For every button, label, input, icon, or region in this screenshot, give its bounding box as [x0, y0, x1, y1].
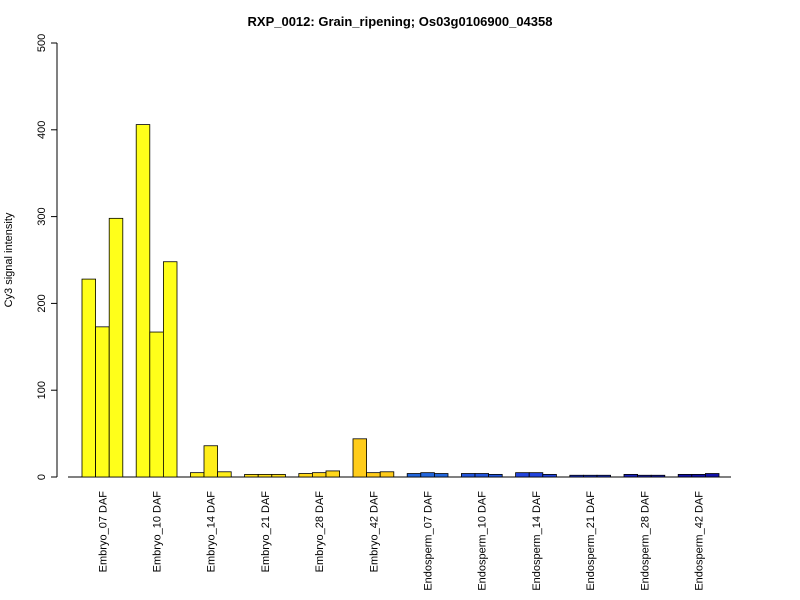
- bar: [488, 473, 503, 478]
- bar-group: [81, 217, 124, 478]
- y-tick-label: 100: [36, 381, 48, 399]
- x-tick-label: Embryo_28 DAF: [314, 491, 326, 573]
- bar-group: [623, 473, 666, 478]
- bar: [515, 472, 530, 478]
- y-axis-label: Cy3 signal intensity: [3, 212, 15, 307]
- bar-group: [298, 470, 341, 478]
- bar-group: [244, 473, 286, 478]
- bar: [379, 471, 395, 478]
- bar: [135, 124, 151, 478]
- bar: [311, 472, 327, 478]
- bar: [149, 331, 164, 478]
- bar: [81, 278, 97, 478]
- bar: [298, 473, 313, 478]
- bar: [650, 474, 666, 478]
- bar: [528, 472, 544, 478]
- x-tick-label: Endosperm_42 DAF: [693, 491, 705, 591]
- bar-group: [515, 472, 557, 478]
- bar-group: [569, 474, 612, 478]
- x-tick-label: Endosperm_21 DAF: [585, 491, 597, 591]
- bar: [677, 473, 693, 478]
- x-tick-label: Endosperm_28 DAF: [639, 491, 651, 591]
- bar: [569, 474, 584, 478]
- y-tick-label: 500: [36, 34, 48, 52]
- bar: [162, 261, 178, 478]
- bar: [244, 473, 259, 478]
- bar: [366, 472, 381, 478]
- x-tick-label: Embryo_10 DAF: [151, 491, 163, 573]
- bar: [325, 470, 341, 478]
- chart-title: RXP_0012: Grain_ripening; Os03g0106900_0…: [248, 14, 553, 29]
- bar: [189, 472, 205, 478]
- bar: [203, 445, 219, 478]
- bar: [257, 473, 273, 478]
- bar: [596, 474, 612, 478]
- bar-group: [460, 473, 503, 478]
- bar: [583, 474, 598, 478]
- y-axis: 0 100 200 300 400 500: [36, 34, 58, 480]
- bar: [217, 471, 232, 478]
- x-tick-label: Embryo_07 DAF: [97, 491, 109, 573]
- bar: [352, 438, 368, 478]
- category-labels: Embryo_07 DAF Embryo_10 DAF Embryo_14 DAF E…: [97, 491, 705, 591]
- y-tick-label: 300: [36, 207, 48, 225]
- bar-group: [189, 445, 232, 478]
- x-tick-label: Embryo_21 DAF: [260, 491, 272, 573]
- bar: [623, 473, 639, 478]
- bar: [271, 473, 286, 478]
- bar-group: [352, 438, 395, 478]
- bar: [406, 473, 422, 478]
- x-tick-label: Endosperm_10 DAF: [477, 491, 489, 591]
- bar: [95, 326, 110, 478]
- x-tick-label: Endosperm_07 DAF: [422, 491, 434, 591]
- bar: [108, 217, 124, 478]
- x-tick-label: Endosperm_14 DAF: [531, 491, 543, 591]
- y-tick-label: 0: [36, 474, 48, 480]
- bar-group: [677, 473, 720, 478]
- y-tick-label: 400: [36, 121, 48, 139]
- bar: [474, 473, 490, 478]
- bar: [542, 473, 557, 478]
- bar: [637, 474, 652, 478]
- bars: [81, 124, 720, 478]
- x-tick-label: Embryo_14 DAF: [206, 491, 218, 573]
- bar: [691, 473, 706, 478]
- bar-group: [135, 124, 178, 478]
- x-tick-label: Embryo_42 DAF: [368, 491, 380, 573]
- bar: [460, 473, 476, 478]
- bar: [420, 472, 435, 478]
- bar-group: [406, 472, 449, 478]
- bar: [705, 473, 720, 478]
- y-tick-label: 200: [36, 294, 48, 312]
- bar: [433, 473, 449, 478]
